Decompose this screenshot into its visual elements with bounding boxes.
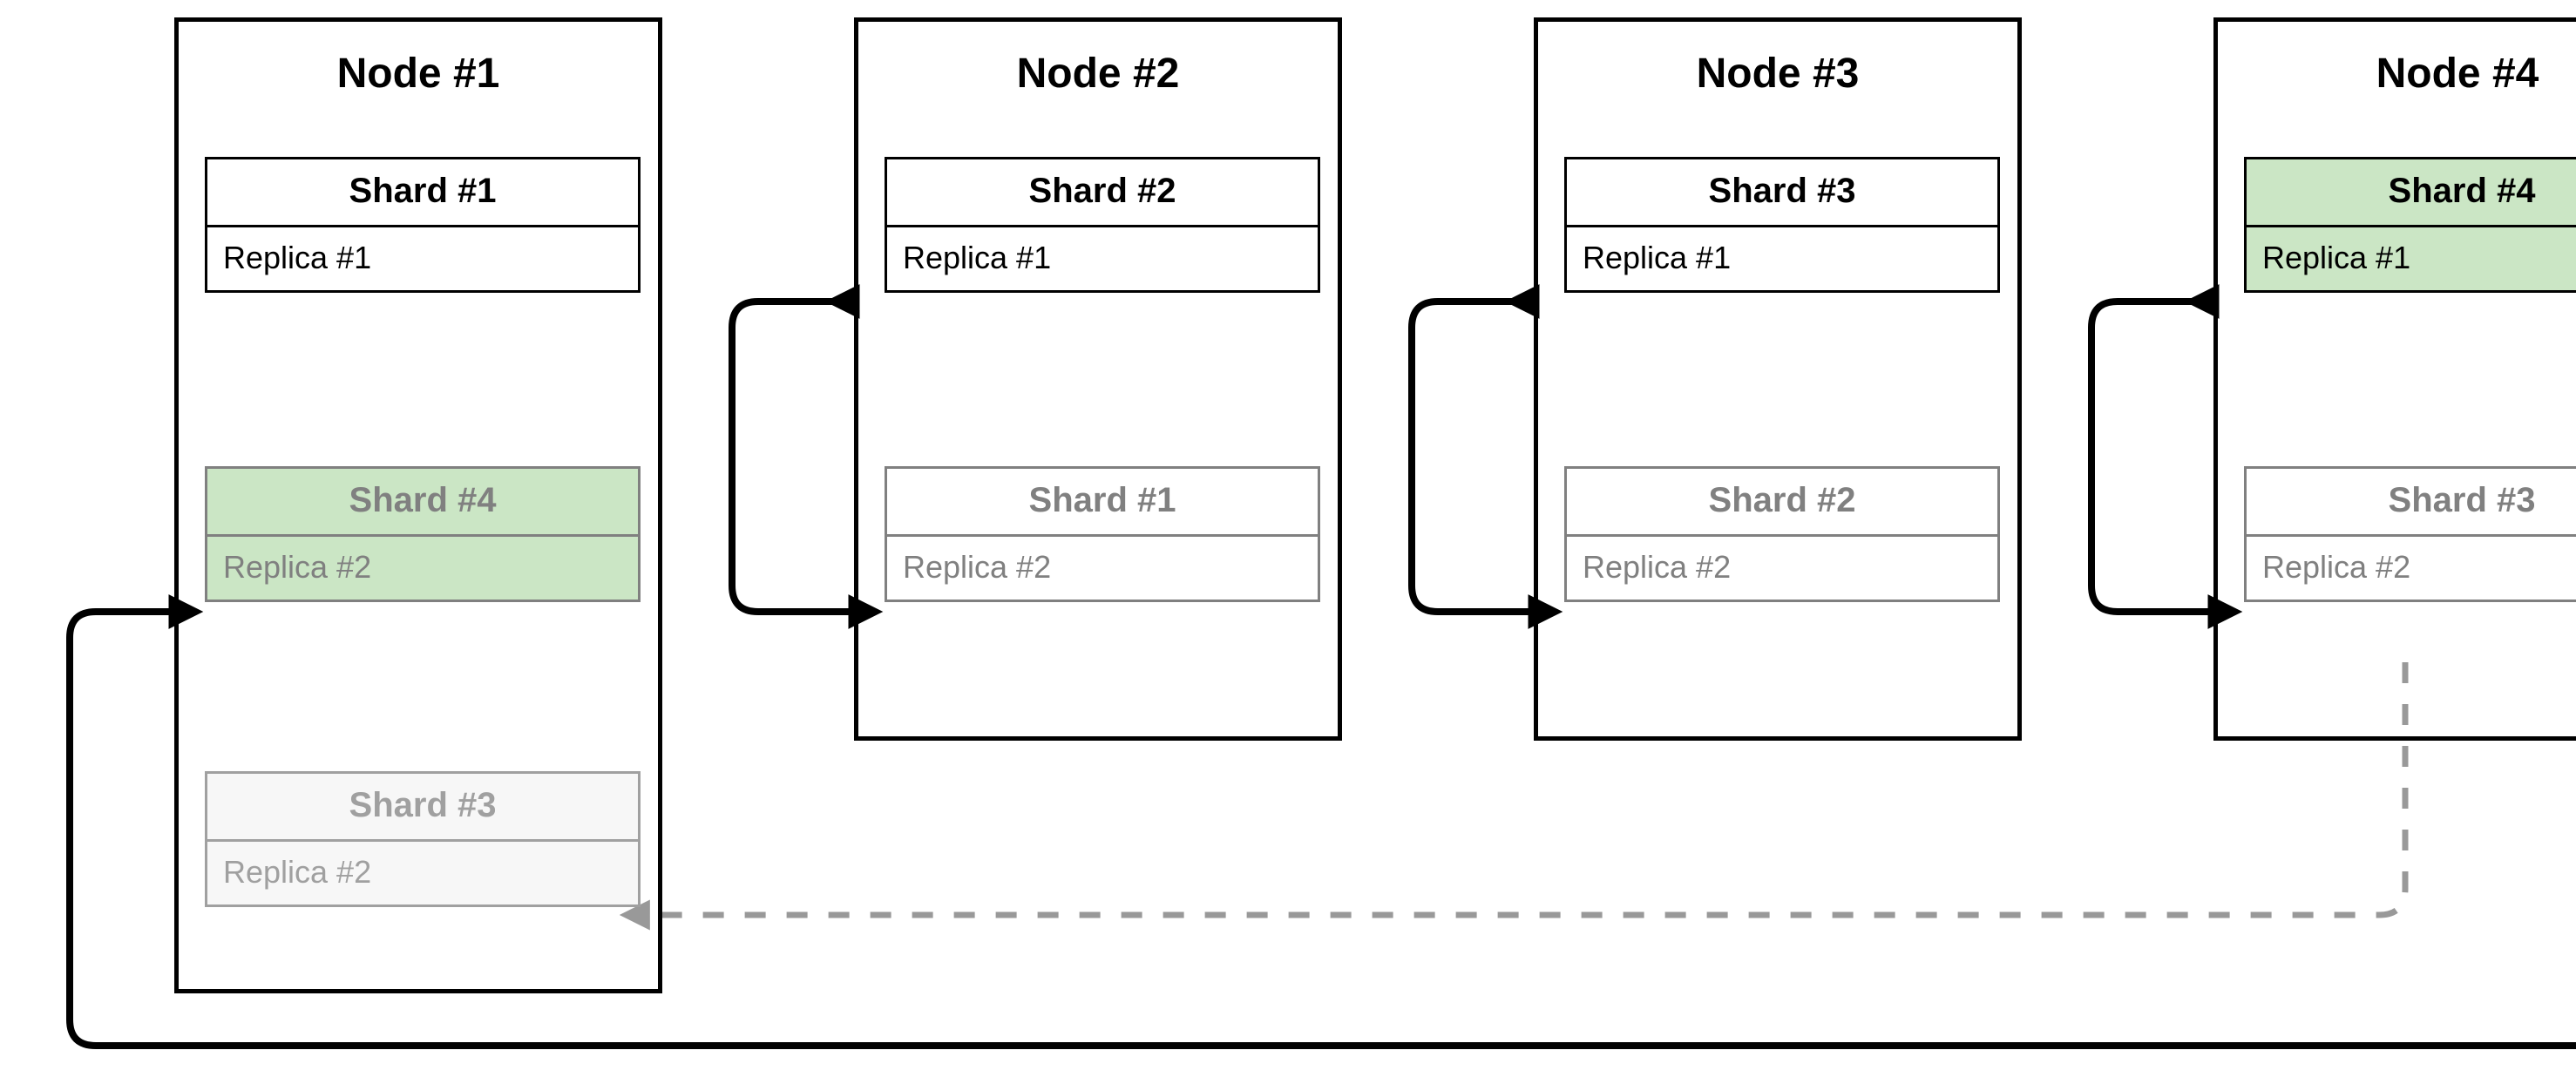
replica-label: Replica #2: [205, 534, 641, 602]
replica-label: Replica #1: [2244, 225, 2576, 293]
replica-label: Replica #1: [1564, 225, 2000, 293]
shard-faded: Shard #3 Replica #2: [205, 771, 641, 907]
shard-primary: Shard #2 Replica #1: [885, 157, 1320, 293]
replica-label: Replica #1: [885, 225, 1320, 293]
replica-label: Replica #2: [885, 534, 1320, 602]
node-1: Node #1 Shard #1 Replica #1 Shard #4 Rep…: [174, 17, 662, 993]
arrow-n2-r1-to-n1: [732, 301, 854, 612]
node-title: Node #4: [2218, 22, 2576, 121]
node-title: Node #3: [1538, 22, 2017, 121]
shard-secondary: Shard #4 Replica #2: [205, 466, 641, 602]
diagram-stage: Node #1 Shard #1 Replica #1 Shard #4 Rep…: [0, 0, 2576, 1084]
node-4: Node #4 Shard #4 Replica #1 Shard #3 Rep…: [2213, 17, 2576, 741]
shard-title: Shard #2: [1564, 466, 2000, 534]
shard-primary: Shard #1 Replica #1: [205, 157, 641, 293]
node-2: Node #2 Shard #2 Replica #1 Shard #1 Rep…: [854, 17, 1342, 741]
shard-title: Shard #3: [205, 771, 641, 839]
shard-title: Shard #3: [1564, 157, 2000, 225]
arrow-n4-r1-to-n3: [2091, 301, 2213, 612]
replica-label: Replica #2: [205, 839, 641, 907]
shard-title: Shard #4: [2244, 157, 2576, 225]
shard-title: Shard #4: [205, 466, 641, 534]
shard-primary: Shard #4 Replica #1: [2244, 157, 2576, 293]
replica-label: Replica #2: [1564, 534, 2000, 602]
replica-label: Replica #2: [2244, 534, 2576, 602]
shard-title: Shard #3: [2244, 466, 2576, 534]
shard-secondary: Shard #3 Replica #2: [2244, 466, 2576, 602]
shard-title: Shard #1: [885, 466, 1320, 534]
shard-title: Shard #2: [885, 157, 1320, 225]
replica-label: Replica #1: [205, 225, 641, 293]
node-title: Node #2: [858, 22, 1338, 121]
shard-title: Shard #1: [205, 157, 641, 225]
arrow-n3-r1-to-n2: [1412, 301, 1534, 612]
shard-secondary: Shard #1 Replica #2: [885, 466, 1320, 602]
node-3: Node #3 Shard #3 Replica #1 Shard #2 Rep…: [1534, 17, 2022, 741]
shard-primary: Shard #3 Replica #1: [1564, 157, 2000, 293]
node-title: Node #1: [179, 22, 658, 121]
shard-secondary: Shard #2 Replica #2: [1564, 466, 2000, 602]
